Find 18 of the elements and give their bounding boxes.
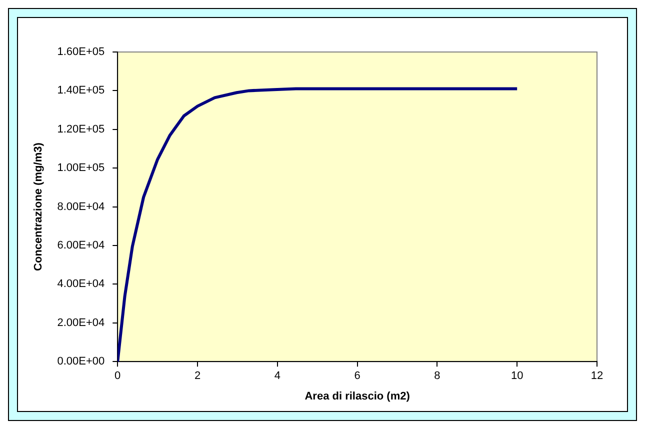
x-tick-label: 12 [590,370,604,382]
y-tick-label: 6.00E+04 [57,240,105,252]
y-tick-label: 1.40E+05 [57,84,105,97]
y-tick-label: 0.00E+00 [57,356,105,368]
x-tick-label: 4 [274,370,280,382]
x-axis-title: Area di rilascio (m2) [304,390,410,402]
y-tick-label: 2.00E+04 [57,316,105,329]
y-tick-label: 4.00E+04 [57,278,105,290]
x-tick-label: 10 [510,370,524,382]
y-tick-label: 8.00E+04 [57,200,105,213]
x-tick-label: 2 [194,370,201,382]
y-tick-label: 1.20E+05 [57,123,105,136]
y-axis-title: Concentrazione (mg/m3) [32,142,45,271]
x-tick-label: 8 [434,370,440,382]
y-tick-label: 1.60E+05 [57,46,105,58]
x-tick-label: 6 [354,370,360,382]
y-tick-label: 1.00E+05 [57,162,105,174]
x-tick-label: 0 [114,370,121,382]
